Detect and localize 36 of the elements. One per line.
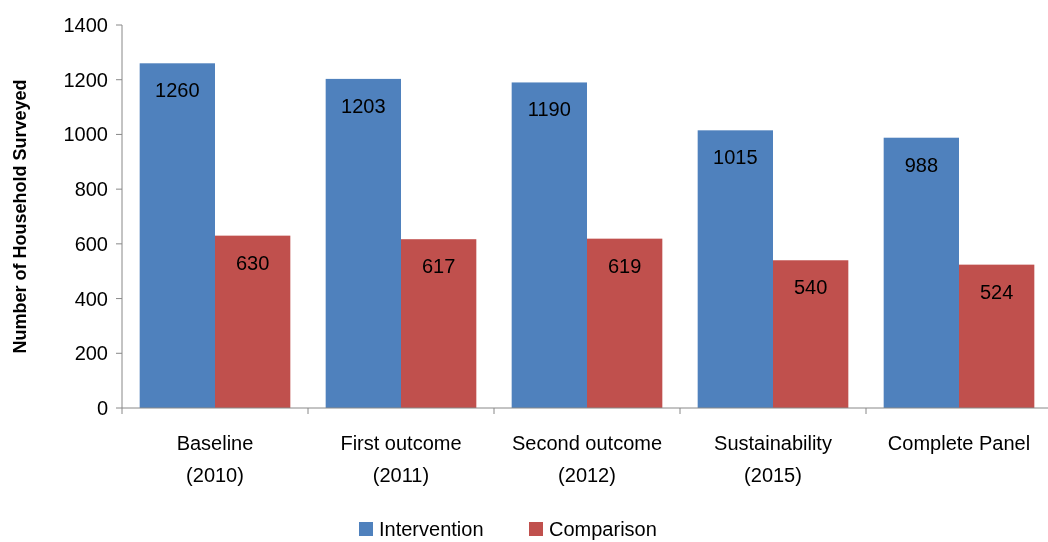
bar (215, 235, 291, 408)
y-tick-label: 1200 (63, 68, 108, 91)
data-label: 1203 (341, 94, 386, 117)
y-tick-label: 800 (74, 178, 108, 201)
data-label: 524 (979, 280, 1014, 303)
y-tick-label: 600 (74, 232, 108, 255)
data-label: 988 (904, 153, 939, 176)
data-label: 1260 (155, 79, 200, 102)
bar (325, 78, 401, 408)
bar (401, 239, 477, 408)
data-label: 540 (793, 276, 828, 299)
x-tick-label: Baseline (2010) (176, 432, 254, 486)
bar (139, 63, 215, 408)
x-tick-label: Second outcome (2012) (511, 432, 663, 486)
y-tick-label: 0 (96, 397, 108, 419)
y-tick-label: 400 (74, 287, 108, 310)
bar (773, 260, 849, 408)
data-label: 630 (235, 251, 270, 274)
y-axis-title: Number of Household Surveyed (10, 79, 30, 354)
legend-label: Intervention (379, 518, 484, 540)
x-tick-label: Complete Panel (887, 432, 1031, 454)
bar (883, 137, 959, 408)
data-label: 1190 (527, 98, 571, 121)
data-label: 619 (607, 254, 642, 277)
data-label: 1015 (713, 146, 758, 169)
bar (587, 238, 663, 408)
data-label: 617 (421, 255, 456, 278)
bar (959, 264, 1035, 408)
legend-label: Comparison (549, 518, 657, 540)
y-tick-label: 200 (74, 342, 108, 365)
bar (511, 82, 587, 408)
bar (697, 130, 773, 408)
y-tick-label: 1400 (63, 14, 108, 36)
x-tick-label: Sustainability (2015) (714, 432, 832, 486)
y-tick-label: 1000 (63, 123, 108, 146)
x-tick-label: First outcome (2011) (340, 432, 462, 486)
